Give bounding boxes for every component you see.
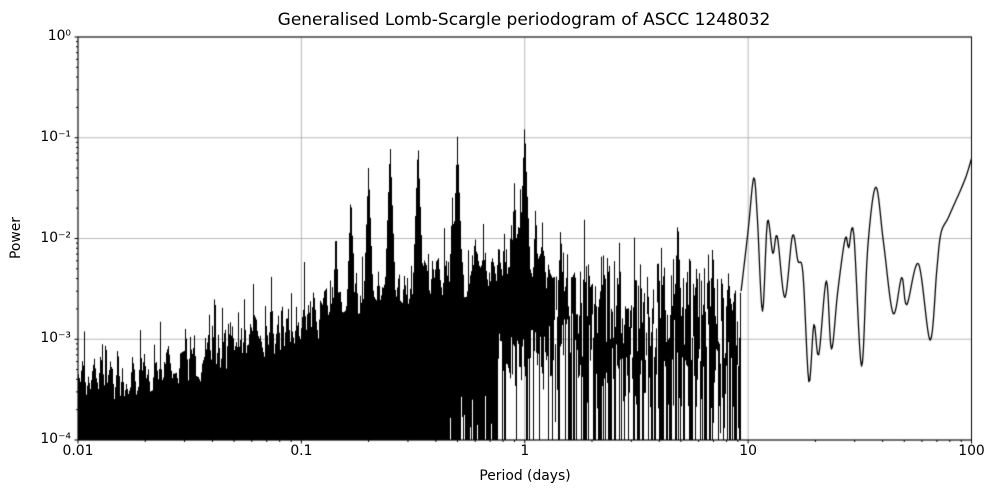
y-tick-label: 10⁻⁴ — [40, 431, 71, 448]
x-tick-label: 1 — [520, 443, 530, 459]
y-tick-label: 10⁰ — [47, 28, 71, 45]
y-tick-label: 10⁻³ — [40, 330, 71, 347]
y-axis-label: Power — [8, 217, 25, 259]
x-tick-label: 0.1 — [290, 443, 313, 459]
x-axis-label: Period (days) — [479, 468, 571, 484]
y-tick-label: 10⁻² — [40, 229, 71, 246]
chart-title: Generalised Lomb-Scargle periodogram of … — [277, 10, 771, 30]
x-tick-label: 10 — [739, 443, 757, 459]
x-tick-label: 0.01 — [62, 443, 94, 459]
x-tick-label: 100 — [958, 443, 985, 459]
y-tick-label: 10⁻¹ — [40, 128, 71, 145]
